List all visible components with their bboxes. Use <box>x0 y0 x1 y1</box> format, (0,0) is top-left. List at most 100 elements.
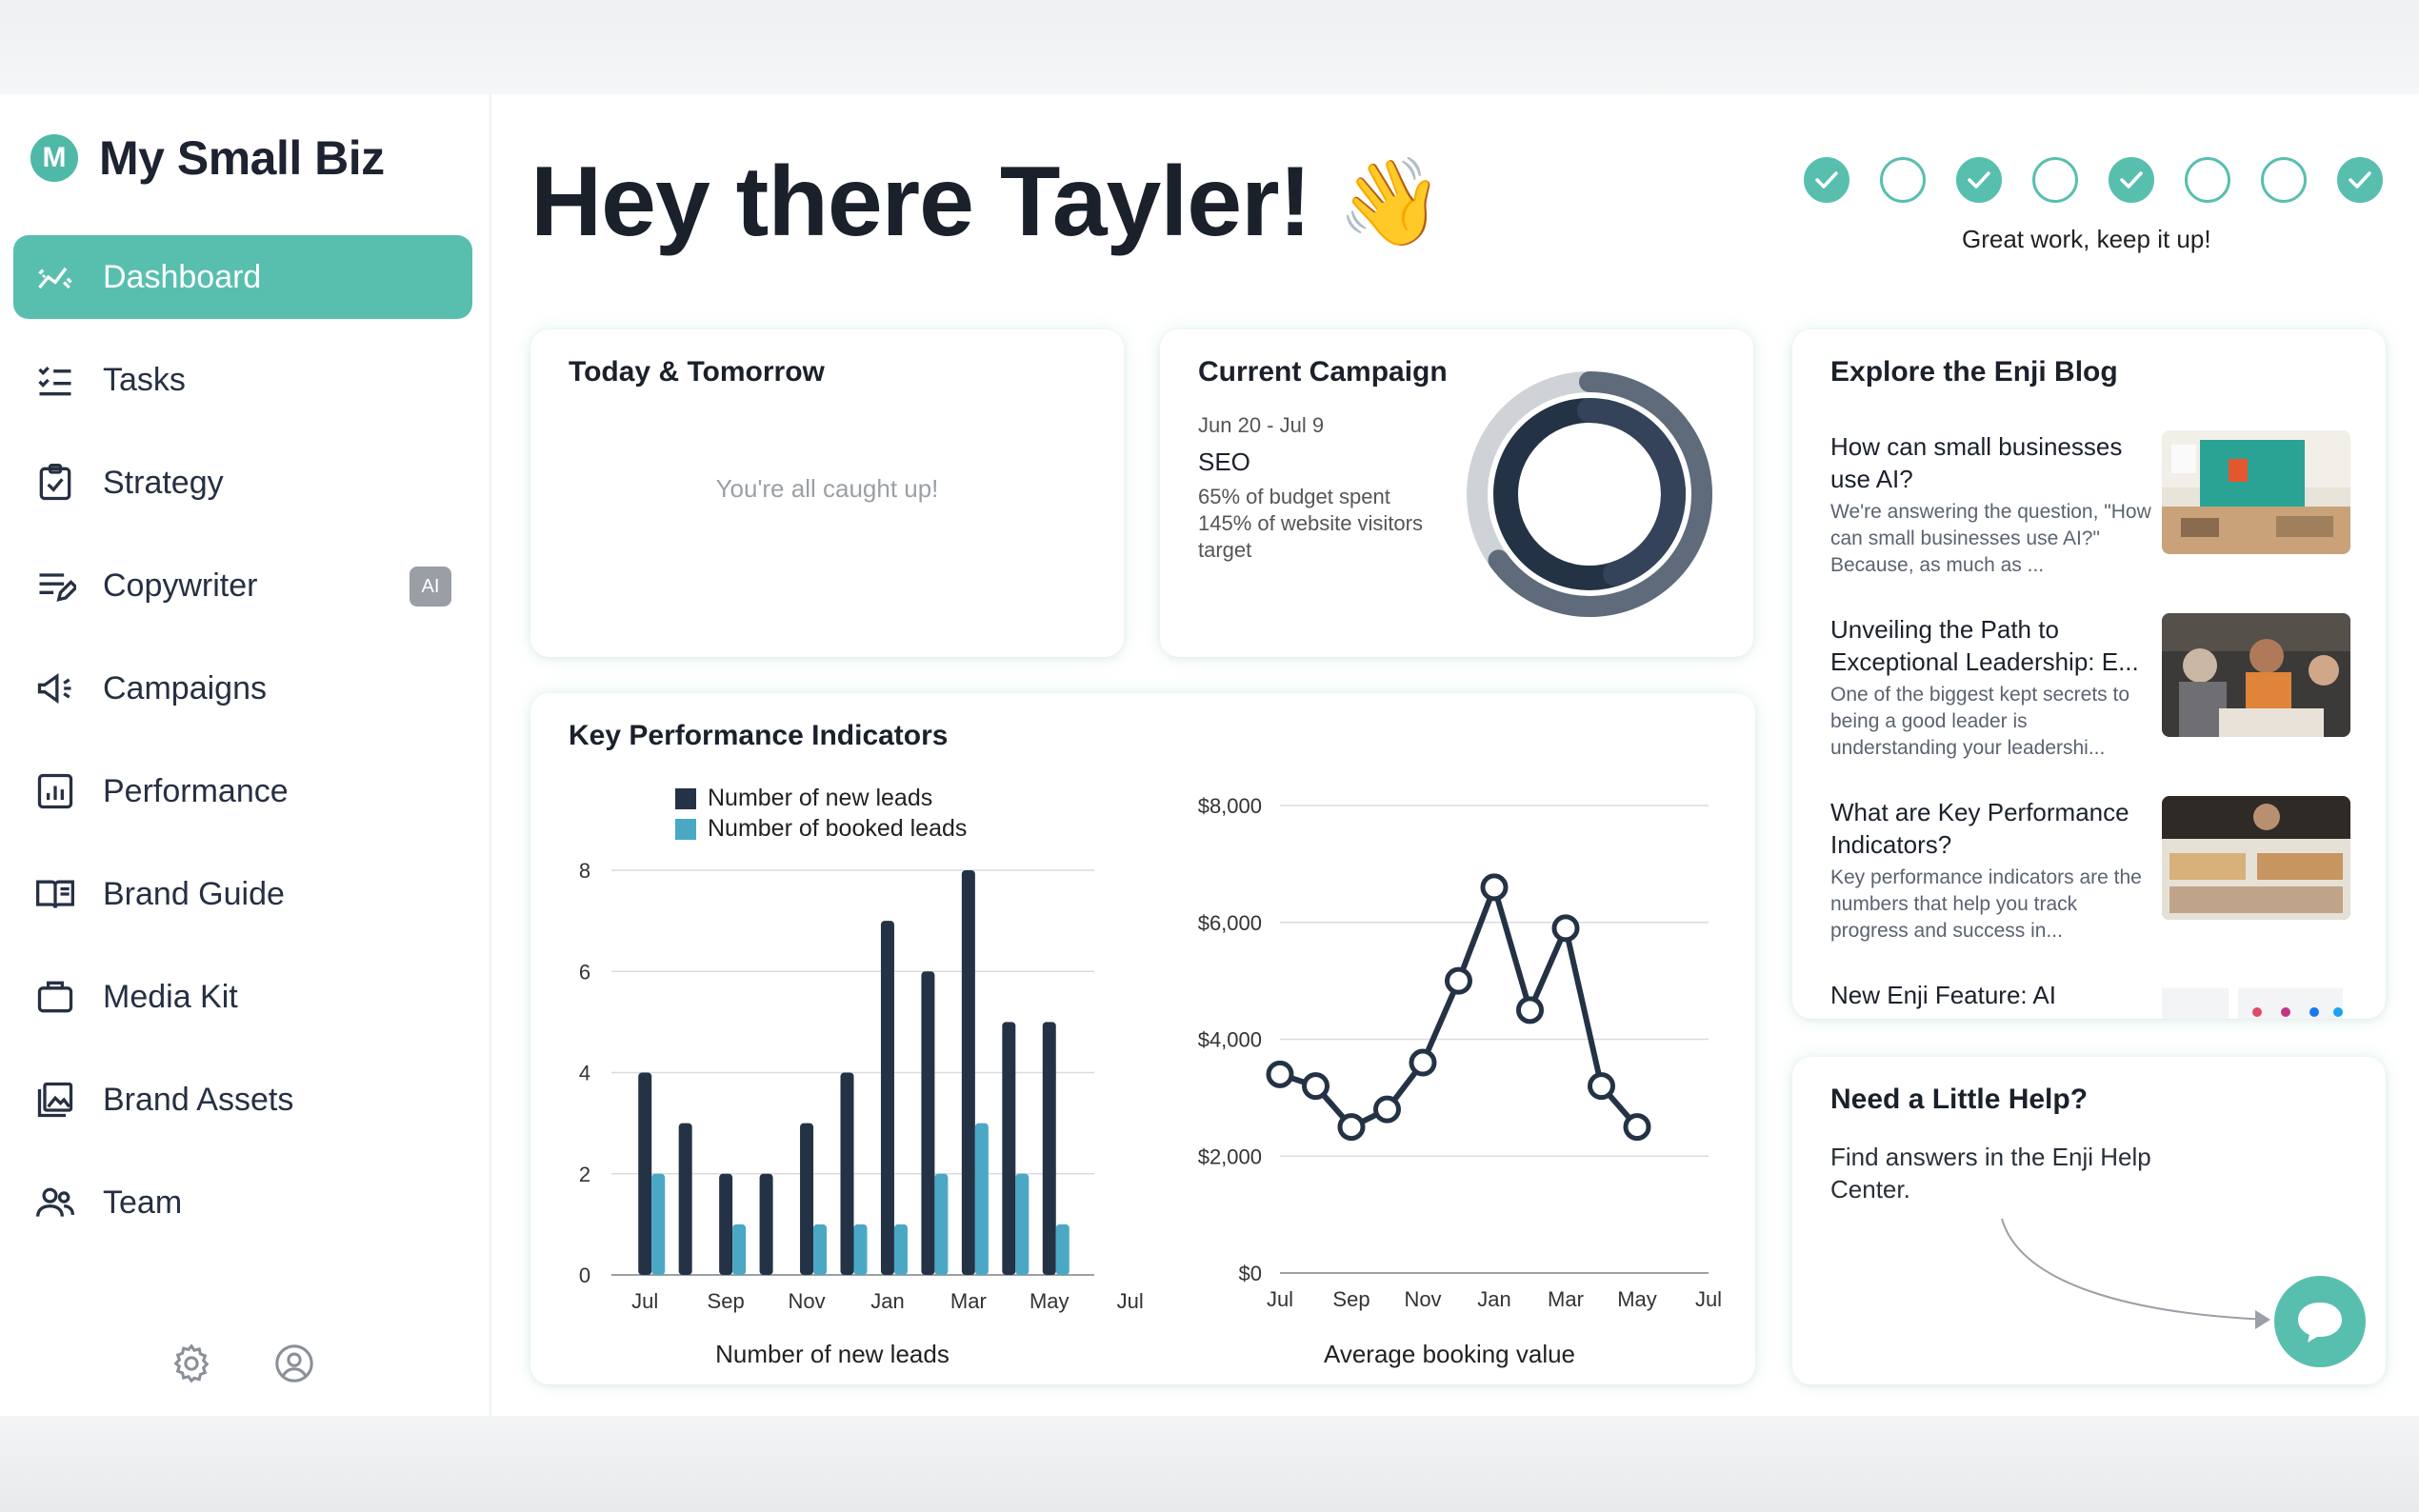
post-title[interactable]: How can small businesses use AI? <box>1830 432 2123 493</box>
line-ytick-label: $0 <box>1239 1262 1262 1285</box>
book-icon <box>32 871 78 917</box>
bar-new-leads <box>1042 1022 1056 1275</box>
line-ytick-label: $6,000 <box>1198 911 1262 935</box>
progress-step-incomplete <box>2185 157 2230 203</box>
sidebar-item-team[interactable]: Team <box>13 1161 472 1244</box>
chat-bubble-icon <box>2298 1303 2342 1343</box>
line-point <box>1266 1060 1294 1088</box>
images-icon <box>32 1077 78 1123</box>
bar-booked-leads <box>813 1224 828 1275</box>
line-xtick-label: Jul <box>1695 1287 1722 1311</box>
sidebar-item-media-kit[interactable]: Media Kit <box>13 955 472 1039</box>
line-ytick-label: $8,000 <box>1198 794 1262 818</box>
bar-new-leads <box>921 971 935 1275</box>
campaign-dates: Jun 20 - Jul 9 <box>1198 413 1325 437</box>
post-title[interactable]: Unveiling the Path to Exceptional Leader… <box>1830 615 2139 676</box>
progress-step-incomplete <box>2032 157 2078 203</box>
sidebar-item-copywriter[interactable]: Copywriter AI <box>13 544 472 627</box>
help-card: Need a Little Help? Find answers in the … <box>1792 1057 2386 1384</box>
sidebar-item-label: Tasks <box>103 361 186 398</box>
help-title: Need a Little Help? <box>1830 1084 2089 1115</box>
post-thumbnail[interactable] <box>2162 430 2350 554</box>
brand[interactable]: M My Small Biz <box>30 130 385 186</box>
sidebar-item-performance[interactable]: Performance <box>13 749 472 833</box>
sidebar-item-label: Brand Assets <box>103 1081 294 1118</box>
sidebar-item-label: Brand Guide <box>103 875 285 912</box>
bar-xaxis-label: Number of new leads <box>715 1340 950 1368</box>
sidebar-item-brand-assets[interactable]: Brand Assets <box>13 1058 472 1142</box>
sidebar: M My Small Biz Dashboard Tasks Strategy Cop… <box>0 94 491 1416</box>
sidebar-item-brand-guide[interactable]: Brand Guide <box>13 852 472 936</box>
bar-new-leads <box>678 1123 692 1275</box>
post-title[interactable]: New Enji Feature: AI <box>1830 981 2056 1009</box>
wave-emoji: 👋 <box>1337 155 1444 250</box>
blog-post[interactable]: What are Key Performance Indicators? Key… <box>1830 796 2364 942</box>
legend-swatch <box>675 819 696 840</box>
blog-post[interactable]: New Enji Feature: AI <box>1830 979 2364 1019</box>
settings-icon[interactable] <box>170 1342 213 1385</box>
bar-new-leads <box>800 1123 814 1275</box>
check-icon <box>2349 171 2371 189</box>
bar-booked-leads <box>1055 1224 1070 1275</box>
dashboard-icon <box>32 254 78 300</box>
line-xtick-label: Sep <box>1332 1287 1369 1311</box>
bar-ytick-label: 0 <box>579 1263 590 1287</box>
greeting: Hey there Tayler! 👋 <box>530 146 1444 259</box>
today-tomorrow-card: Today & Tomorrow You're all caught up! <box>530 329 1124 657</box>
blog-post[interactable]: Unveiling the Path to Exceptional Leader… <box>1830 613 2364 759</box>
blog-post[interactable]: How can small businesses use AI? We're a… <box>1830 430 2364 576</box>
tasks-icon <box>32 357 78 403</box>
line-series <box>1279 884 1640 1130</box>
campaign-donut-chart <box>1467 371 1712 617</box>
chat-button[interactable] <box>2274 1276 2366 1367</box>
blog-card: Explore the Enji Blog How can small busi… <box>1792 329 2386 1019</box>
bar-ytick-label: 2 <box>579 1163 590 1186</box>
sidebar-nav: Dashboard Tasks Strategy Copywriter AI Campai… <box>13 235 472 1263</box>
greeting-text: Hey there Tayler! <box>530 147 1311 257</box>
legend-label: Number of new leads <box>708 785 932 811</box>
current-campaign-card[interactable]: Current Campaign Jun 20 - Jul 9 SEO 65% … <box>1160 329 1753 657</box>
today-title: Today & Tomorrow <box>569 356 825 388</box>
bar-ytick-label: 4 <box>579 1062 590 1085</box>
line-point <box>1302 1072 1329 1101</box>
bar-booked-leads <box>893 1224 908 1275</box>
bar-ytick-label: 6 <box>579 960 590 984</box>
help-text[interactable]: Find answers in the Enji Help Center. <box>1830 1143 2151 1204</box>
line-point <box>1551 914 1580 943</box>
kpi-card: Key Performance Indicators 0 2 4 6 8 Jul Sep No… <box>530 693 1755 1384</box>
line-point <box>1516 996 1544 1025</box>
bar-booked-leads <box>974 1123 989 1275</box>
line-xtick-label: Mar <box>1548 1287 1584 1311</box>
sidebar-item-label: Media Kit <box>103 978 238 1015</box>
progress-step-complete <box>2109 157 2154 203</box>
brand-logo: M <box>30 134 78 182</box>
sidebar-item-strategy[interactable]: Strategy <box>13 441 472 525</box>
bar-new-leads <box>759 1173 773 1275</box>
campaign-title: Current Campaign <box>1198 356 1448 388</box>
line-xtick-label: May <box>1617 1287 1657 1311</box>
post-title[interactable]: What are Key Performance Indicators? <box>1830 798 2129 859</box>
account-icon[interactable] <box>272 1342 316 1385</box>
line-ytick-label: $4,000 <box>1198 1028 1262 1052</box>
legend-swatch <box>675 788 696 809</box>
copywriter-icon <box>32 563 78 608</box>
line-point <box>1409 1048 1437 1077</box>
line-ytick-label: $2,000 <box>1198 1144 1262 1168</box>
empty-state: You're all caught up! <box>715 474 939 503</box>
post-excerpt: One of the biggest kept secrets to being… <box>1830 684 2130 759</box>
brand-name: My Small Biz <box>99 131 385 185</box>
check-icon <box>2120 171 2143 189</box>
post-thumbnail[interactable] <box>2162 613 2350 737</box>
sidebar-item-tasks[interactable]: Tasks <box>13 338 472 422</box>
line-xtick-label: Jan <box>1477 1287 1510 1311</box>
post-thumbnail[interactable] <box>2162 796 2350 920</box>
post-thumbnail[interactable] <box>2162 979 2350 1019</box>
ai-badge: AI <box>410 567 451 607</box>
megaphone-icon <box>32 666 78 711</box>
bar-new-leads <box>840 1072 854 1275</box>
progress-tracker <box>1804 157 2383 203</box>
sidebar-item-campaigns[interactable]: Campaigns <box>13 647 472 730</box>
progress-step-incomplete <box>2261 157 2307 203</box>
sidebar-item-dashboard[interactable]: Dashboard <box>13 235 472 319</box>
line-point <box>1337 1113 1366 1142</box>
